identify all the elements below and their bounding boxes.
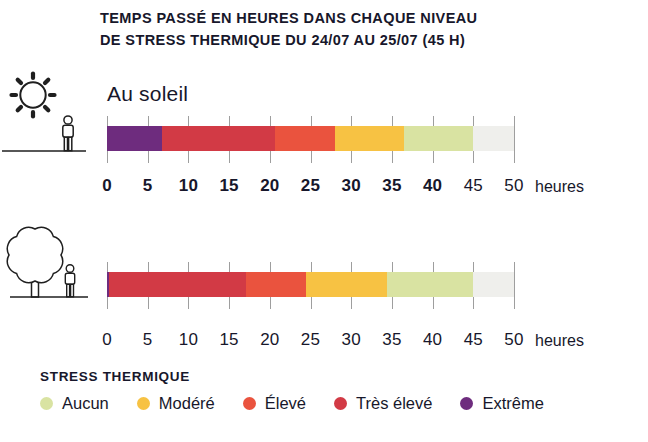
legend-label: Aucun bbox=[62, 394, 109, 413]
legend-item: Extrême bbox=[460, 394, 543, 413]
legend: STRESS THERMIQUE Aucun Modéré Élevé Très él… bbox=[40, 369, 544, 413]
axis-tick-label: 40 bbox=[423, 330, 442, 350]
axis-tick-label: 0 bbox=[102, 176, 112, 196]
axis-tick-label: 40 bbox=[423, 176, 442, 196]
axis-tick-label: 0 bbox=[102, 330, 112, 350]
axis-tick-label: 10 bbox=[179, 330, 198, 350]
legend-label: Très élevé bbox=[356, 394, 432, 413]
axis-tick-label: 30 bbox=[342, 176, 361, 196]
bar-segment-Extrême bbox=[107, 126, 162, 151]
legend-color-dot bbox=[334, 397, 347, 410]
axis-tick-label: 15 bbox=[219, 176, 238, 196]
chart-au-soleil bbox=[107, 116, 514, 163]
bar-segment-Modéré bbox=[335, 126, 404, 151]
page-title-line2: DE STRESS THERMIQUE DU 24/07 AU 25/07 (4… bbox=[100, 30, 560, 52]
legend-item: Très élevé bbox=[334, 394, 432, 413]
stacked-bar-sous-arbre bbox=[107, 272, 514, 297]
page-title: TEMPS PASSÉ EN HEURES DANS CHAQUE NIVEAU… bbox=[100, 8, 560, 52]
person-icon bbox=[65, 265, 74, 297]
bar-segment-no_data bbox=[473, 272, 514, 297]
axis-tick-label: 20 bbox=[260, 176, 279, 196]
axis-tick-label: 15 bbox=[219, 330, 238, 350]
x-axis-sous-arbre: 05101520253035404550heures bbox=[107, 330, 514, 352]
axis-tick-label: 50 bbox=[504, 330, 523, 350]
legend-title: STRESS THERMIQUE bbox=[40, 369, 544, 384]
legend-label: Extrême bbox=[482, 394, 543, 413]
legend-label: Modéré bbox=[159, 394, 215, 413]
tree-person-icon bbox=[0, 215, 100, 309]
person-icon bbox=[63, 116, 73, 151]
x-axis-au-soleil: 05101520253035404550heures bbox=[107, 176, 514, 198]
bar-segment-Aucun bbox=[387, 272, 473, 297]
axis-tick-label: 30 bbox=[342, 330, 361, 350]
page-title-line1: TEMPS PASSÉ EN HEURES DANS CHAQUE NIVEAU bbox=[100, 8, 560, 30]
sun-icon bbox=[20, 82, 45, 107]
legend-item: Modéré bbox=[137, 394, 215, 413]
bar-segment-Très élevé bbox=[109, 272, 246, 297]
legend-items: Aucun Modéré Élevé Très élevé Extrême bbox=[40, 394, 544, 413]
chart-label-au-soleil: Au soleil bbox=[107, 82, 188, 106]
legend-color-dot bbox=[40, 397, 53, 410]
legend-color-dot bbox=[243, 397, 256, 410]
legend-color-dot bbox=[137, 397, 150, 410]
bar-segment-Très élevé bbox=[162, 126, 275, 151]
sun-person-icon bbox=[0, 70, 92, 160]
axis-tick-label: 20 bbox=[260, 330, 279, 350]
axis-unit-label: heures bbox=[535, 178, 584, 196]
bar-segment-Modéré bbox=[306, 272, 387, 297]
bar-segment-Aucun bbox=[404, 126, 473, 151]
stacked-bar-au-soleil bbox=[107, 126, 514, 151]
sun-rays bbox=[12, 74, 55, 117]
bar-segment-no_data bbox=[473, 126, 514, 151]
tree-icon bbox=[7, 227, 62, 297]
axis-tick-label: 25 bbox=[301, 330, 320, 350]
legend-item: Aucun bbox=[40, 394, 109, 413]
bar-segment-Élevé bbox=[275, 126, 334, 151]
axis-tick-label: 50 bbox=[504, 176, 523, 196]
axis-tick-label: 45 bbox=[464, 330, 483, 350]
bar-segment-Élevé bbox=[246, 272, 306, 297]
axis-tick-label: 35 bbox=[382, 176, 401, 196]
heat-stress-infographic: TEMPS PASSÉ EN HEURES DANS CHAQUE NIVEAU… bbox=[0, 0, 648, 442]
gridline bbox=[514, 262, 515, 309]
axis-tick-label: 35 bbox=[382, 330, 401, 350]
axis-tick-label: 25 bbox=[301, 176, 320, 196]
legend-color-dot bbox=[460, 397, 473, 410]
axis-tick-label: 5 bbox=[143, 330, 153, 350]
axis-tick-label: 5 bbox=[143, 176, 153, 196]
axis-unit-label: heures bbox=[535, 332, 584, 350]
chart-sous-arbre bbox=[107, 262, 514, 309]
gridline bbox=[514, 116, 515, 163]
legend-item: Élevé bbox=[243, 394, 306, 413]
axis-tick-label: 10 bbox=[179, 176, 198, 196]
legend-label: Élevé bbox=[265, 394, 306, 413]
axis-tick-label: 45 bbox=[464, 176, 483, 196]
